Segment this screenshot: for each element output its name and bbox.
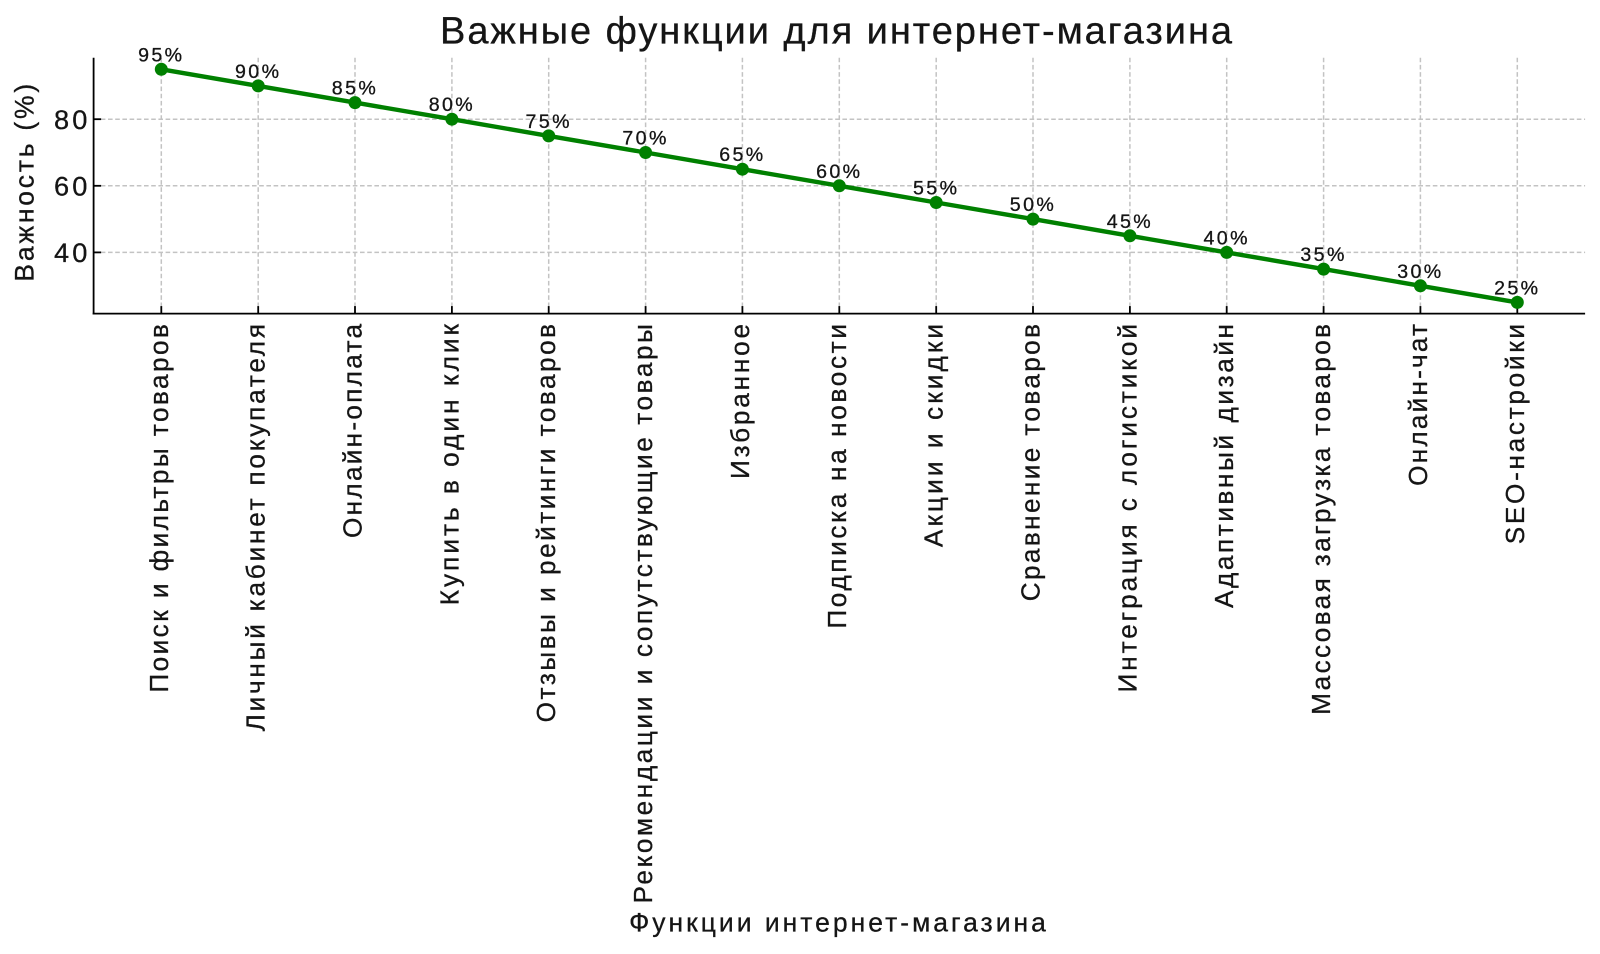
svg-text:55%: 55% <box>913 178 959 200</box>
svg-text:Важность (%): Важность (%) <box>10 81 40 282</box>
svg-text:Сравнение товаров: Сравнение товаров <box>1016 322 1046 602</box>
svg-text:65%: 65% <box>719 144 765 166</box>
svg-text:Поиск и фильтры товаров: Поиск и фильтры товаров <box>144 322 174 693</box>
svg-text:45%: 45% <box>1107 211 1153 233</box>
svg-text:Адаптивный дизайн: Адаптивный дизайн <box>1209 321 1239 608</box>
svg-text:75%: 75% <box>525 111 571 133</box>
svg-text:Интеграция с логистикой: Интеграция с логистикой <box>1112 321 1142 692</box>
svg-text:60%: 60% <box>816 161 862 183</box>
svg-text:Отзывы и рейтинги товаров: Отзывы и рейтинги товаров <box>531 322 561 723</box>
svg-text:Подписка на новости: Подписка на новости <box>822 321 852 628</box>
svg-text:Онлайн-оплата: Онлайн-оплата <box>338 322 368 538</box>
svg-text:70%: 70% <box>622 128 668 150</box>
svg-text:80: 80 <box>54 104 91 135</box>
svg-text:SEO-настройки: SEO-настройки <box>1500 321 1530 544</box>
svg-text:85%: 85% <box>332 78 378 100</box>
svg-text:Купить в один клик: Купить в один клик <box>434 321 464 605</box>
svg-text:90%: 90% <box>235 61 281 83</box>
svg-text:Рекомендации и сопутствующие т: Рекомендации и сопутствующие товары <box>628 321 658 903</box>
svg-text:Массовая загрузка товаров: Массовая загрузка товаров <box>1306 322 1336 715</box>
svg-text:Избранное: Избранное <box>725 321 755 479</box>
svg-text:30%: 30% <box>1397 261 1443 283</box>
svg-text:40%: 40% <box>1203 227 1249 249</box>
svg-text:60: 60 <box>54 170 91 201</box>
svg-text:35%: 35% <box>1300 244 1346 266</box>
svg-text:80%: 80% <box>429 94 475 116</box>
svg-text:Функции интернет-магазина: Функции интернет-магазина <box>629 908 1049 938</box>
svg-text:95%: 95% <box>138 44 184 66</box>
svg-text:Акции и скидки: Акции и скидки <box>919 321 949 547</box>
svg-text:Важные функции для интернет-ма: Важные функции для интернет-магазина <box>440 11 1234 53</box>
svg-text:Личный кабинет покупателя: Личный кабинет покупателя <box>241 321 271 731</box>
svg-text:Онлайн-чат: Онлайн-чат <box>1403 322 1433 486</box>
svg-text:50%: 50% <box>1010 194 1056 216</box>
svg-text:25%: 25% <box>1494 277 1540 299</box>
svg-text:40: 40 <box>54 237 91 268</box>
